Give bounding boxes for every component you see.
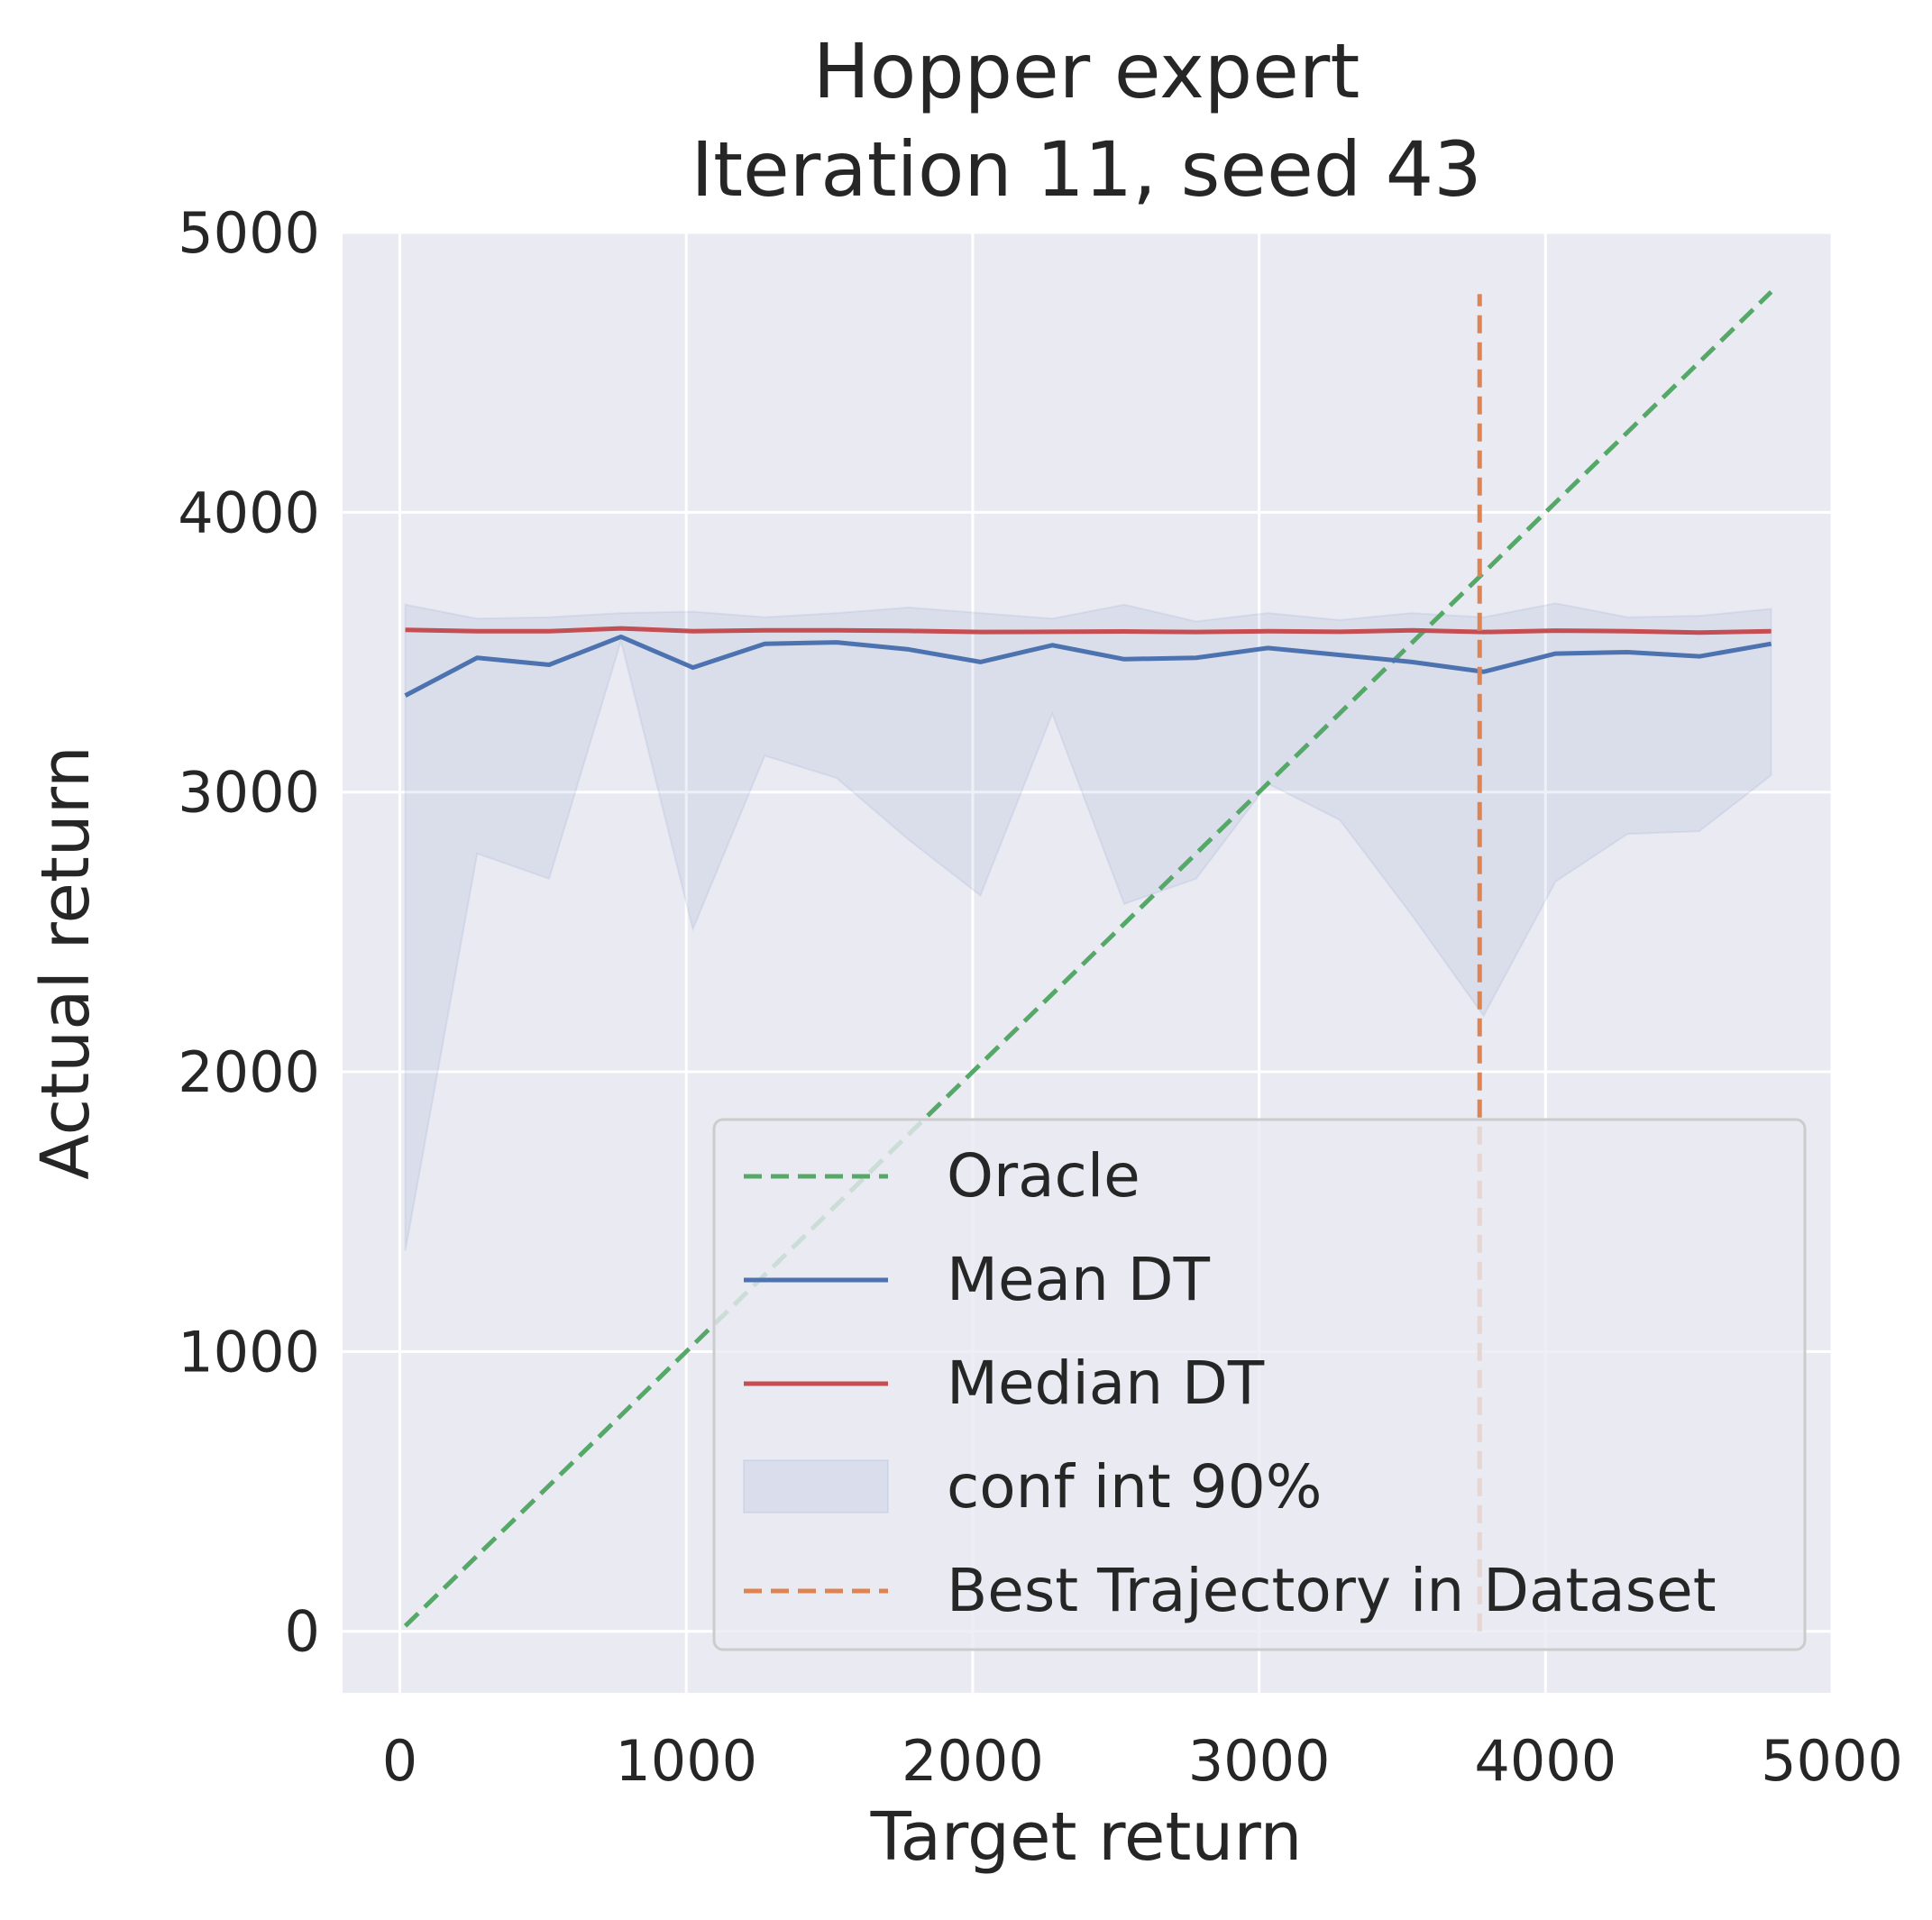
legend-label-best-trajectory: Best Trajectory in Dataset bbox=[947, 1556, 1717, 1625]
y-tick-label: 1000 bbox=[178, 1319, 320, 1385]
legend-label-median-dt: Median DT bbox=[947, 1349, 1265, 1418]
legend-label-conf-int: conf int 90% bbox=[947, 1452, 1322, 1522]
band-layer bbox=[404, 602, 1772, 1251]
legend-box bbox=[712, 1118, 1807, 1651]
y-axis-label: Actual return bbox=[27, 745, 105, 1180]
y-tick-label: 3000 bbox=[178, 760, 320, 826]
x-tick-label: 0 bbox=[382, 1728, 417, 1794]
legend-swatch-conf-int bbox=[743, 1459, 889, 1513]
y-tick-label: 2000 bbox=[178, 1039, 320, 1105]
x-tick-label: 3000 bbox=[1188, 1728, 1331, 1794]
y-tick-label: 5000 bbox=[178, 200, 320, 266]
x-tick-label: 1000 bbox=[615, 1728, 757, 1794]
y-tick-labels: 0 1000 2000 3000 4000 5000 bbox=[178, 200, 320, 1665]
x-tick-label: 4000 bbox=[1474, 1728, 1616, 1794]
conf-int-band bbox=[404, 602, 1772, 1251]
x-axis-label: Target return bbox=[870, 1798, 1303, 1876]
legend-label-mean-dt: Mean DT bbox=[947, 1245, 1211, 1314]
legend: Oracle Mean DT Median DT conf int 90% Be… bbox=[712, 1118, 1807, 1651]
x-tick-label: 5000 bbox=[1761, 1728, 1903, 1794]
x-tick-labels: 0 1000 2000 3000 4000 5000 bbox=[382, 1728, 1903, 1794]
chart-title: Hopper expert bbox=[813, 27, 1360, 115]
x-tick-label: 2000 bbox=[902, 1728, 1044, 1794]
mean-dt-line bbox=[404, 634, 1772, 698]
y-tick-label: 4000 bbox=[178, 480, 320, 545]
legend-label-oracle: Oracle bbox=[947, 1141, 1140, 1211]
chart-subtitle: Iteration 11, seed 43 bbox=[691, 125, 1481, 214]
grid bbox=[343, 231, 1834, 1693]
median-dt-line bbox=[405, 626, 1772, 635]
oracle-line bbox=[403, 290, 1773, 1628]
y-tick-label: 0 bbox=[285, 1599, 320, 1665]
